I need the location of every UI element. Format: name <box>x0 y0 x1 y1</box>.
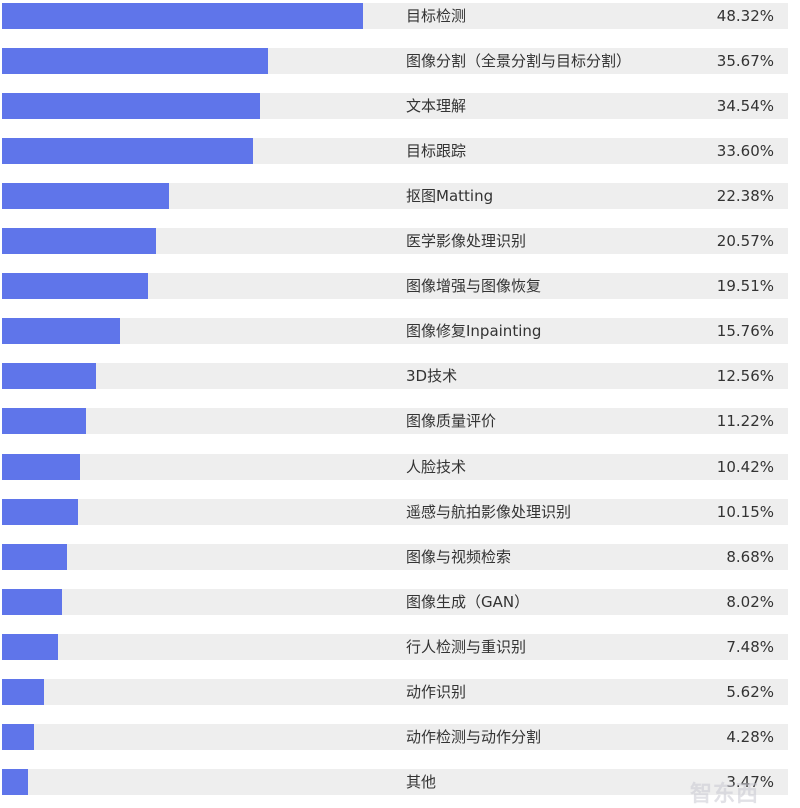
bar <box>2 48 269 75</box>
bar-row: 图像分割（全景分割与目标分割） 35.67% <box>2 48 788 75</box>
bar-row: 图像增强与图像恢复 19.51% <box>2 273 788 300</box>
category-label: 文本理解 <box>406 97 467 116</box>
bar <box>2 543 67 570</box>
bar <box>2 453 80 480</box>
category-label: 遥感与航拍影像处理识别 <box>406 502 572 521</box>
bar <box>2 723 34 750</box>
bar <box>2 498 78 525</box>
bar <box>2 408 86 435</box>
value-label: 48.32% <box>716 7 774 25</box>
category-label: 图像分割（全景分割与目标分割） <box>406 52 632 71</box>
category-label: 图像生成（GAN） <box>406 592 530 611</box>
value-label: 20.57% <box>716 232 774 251</box>
category-label: 行人检测与重识别 <box>406 637 527 656</box>
value-label: 3.47% <box>726 772 774 791</box>
value-label: 10.42% <box>716 457 774 476</box>
value-label: 5.62% <box>726 682 774 701</box>
bar-row: 图像与视频检索 8.68% <box>2 543 788 570</box>
category-label: 目标检测 <box>406 7 467 25</box>
value-label: 11.22% <box>716 412 774 431</box>
bar-row: 动作识别 5.62% <box>2 678 788 705</box>
bar-row: 遥感与航拍影像处理识别 10.15% <box>2 498 788 525</box>
bar-row: 图像生成（GAN） 8.02% <box>2 588 788 615</box>
value-label: 15.76% <box>716 322 774 341</box>
category-label: 医学影像处理识别 <box>406 232 527 251</box>
category-label: 图像与视频检索 <box>406 547 512 566</box>
value-label: 34.54% <box>716 97 774 116</box>
bar <box>2 633 58 660</box>
bar-row: 图像修复Inpainting 15.76% <box>2 318 788 345</box>
category-label: 3D技术 <box>406 367 458 386</box>
value-label: 19.51% <box>716 277 774 296</box>
bar <box>2 138 254 165</box>
bar-row: 抠图Matting 22.38% <box>2 183 788 210</box>
category-label: 图像质量评价 <box>406 412 497 431</box>
bar-row: 人脸技术 10.42% <box>2 453 788 480</box>
category-label: 抠图Matting <box>406 187 494 206</box>
category-label: 图像修复Inpainting <box>406 322 542 341</box>
bar-row: 图像质量评价 11.22% <box>2 408 788 435</box>
value-label: 33.60% <box>716 142 774 161</box>
bar <box>2 273 148 300</box>
value-label: 4.28% <box>726 727 774 746</box>
bar-row: 其他 3.47% <box>2 768 788 795</box>
category-label: 其他 <box>406 772 437 791</box>
bar <box>2 3 363 29</box>
category-label: 图像增强与图像恢复 <box>406 277 542 296</box>
value-label: 7.48% <box>726 637 774 656</box>
bar <box>2 228 156 255</box>
bar-row: 行人检测与重识别 7.48% <box>2 633 788 660</box>
bar <box>2 93 261 120</box>
bar <box>2 768 28 795</box>
bar <box>2 588 62 615</box>
category-label: 目标跟踪 <box>406 142 467 161</box>
category-label: 人脸技术 <box>406 457 467 476</box>
category-label: 动作检测与动作分割 <box>406 727 542 746</box>
category-label: 动作识别 <box>406 682 467 701</box>
bar-row: 目标检测 48.32% <box>2 3 788 29</box>
value-label: 22.38% <box>716 187 774 206</box>
bar <box>2 363 96 390</box>
bar-row: 3D技术 12.56% <box>2 363 788 390</box>
value-label: 8.02% <box>726 592 774 611</box>
value-label: 8.68% <box>726 547 774 566</box>
value-label: 12.56% <box>716 367 774 386</box>
bar-row: 目标跟踪 33.60% <box>2 138 788 165</box>
bar-row: 医学影像处理识别 20.57% <box>2 228 788 255</box>
bar-row: 动作检测与动作分割 4.28% <box>2 723 788 750</box>
value-label: 10.15% <box>716 502 774 521</box>
bar <box>2 183 170 210</box>
value-label: 35.67% <box>716 52 774 71</box>
bar <box>2 318 120 345</box>
bar <box>2 678 44 705</box>
bar-row: 文本理解 34.54% <box>2 93 788 120</box>
